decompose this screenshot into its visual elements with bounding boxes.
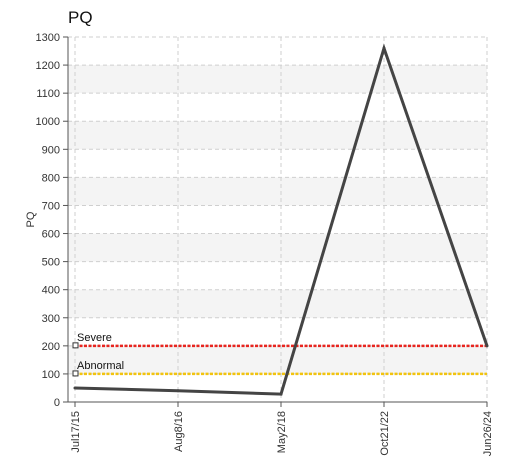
plot-band bbox=[68, 177, 487, 206]
plot-band bbox=[68, 345, 487, 374]
y-tick-label: 800 bbox=[42, 172, 60, 184]
y-axis-label: PQ bbox=[25, 211, 37, 227]
y-tick-labels: 0 100 200 300 400 500 600 700 800 900 1000 1100 1200… bbox=[36, 32, 60, 409]
x-tick-label: Jun26/24 bbox=[482, 411, 494, 456]
threshold-label: Abnormal bbox=[77, 360, 124, 372]
y-tick-label: 600 bbox=[42, 229, 60, 241]
x-tick-label: Jul17/15 bbox=[70, 411, 82, 453]
data-point bbox=[382, 46, 386, 50]
axes bbox=[63, 36, 488, 407]
y-tick-label: 900 bbox=[42, 144, 60, 156]
threshold-marker bbox=[72, 342, 79, 349]
y-tick-label: 700 bbox=[42, 200, 60, 212]
y-tick-label: 1200 bbox=[36, 60, 60, 72]
data-point bbox=[73, 386, 77, 390]
y-tick-label: 1300 bbox=[36, 32, 60, 44]
y-tick-label: 100 bbox=[42, 369, 60, 381]
x-tick-label: May2/18 bbox=[276, 411, 288, 453]
y-tick-label: 200 bbox=[42, 341, 60, 353]
threshold-marker bbox=[72, 370, 79, 377]
plot-band bbox=[68, 121, 487, 150]
data-point bbox=[485, 344, 489, 348]
plot-band bbox=[68, 233, 487, 262]
x-tick-label: Aug8/16 bbox=[173, 411, 185, 452]
y-tick-label: 300 bbox=[42, 313, 60, 325]
y-tick-label: 1100 bbox=[36, 88, 60, 100]
plot-band bbox=[68, 289, 487, 318]
gridlines bbox=[68, 36, 488, 403]
y-tick-label: 400 bbox=[42, 285, 60, 297]
plot-band bbox=[68, 65, 487, 94]
y-tick-label: 500 bbox=[42, 257, 60, 269]
series-layer bbox=[73, 43, 489, 396]
chart-title: PQ bbox=[68, 8, 93, 27]
y-tick-label: 1000 bbox=[36, 116, 60, 128]
plot-bands bbox=[68, 65, 487, 374]
x-tick-label: Oct21/22 bbox=[379, 411, 391, 456]
data-point bbox=[279, 392, 283, 396]
y-tick-label: 0 bbox=[54, 397, 60, 409]
threshold-lines: Severe Abnormal bbox=[72, 332, 487, 377]
data-point bbox=[176, 389, 180, 393]
x-tick-labels: Jul17/15 Aug8/16 May2/18 Oct21/22 Jun26/24 bbox=[70, 411, 494, 456]
threshold-label: Severe bbox=[77, 332, 112, 344]
